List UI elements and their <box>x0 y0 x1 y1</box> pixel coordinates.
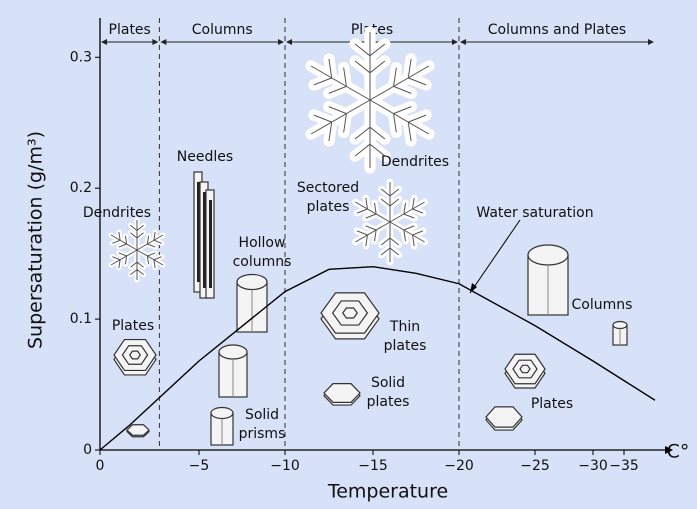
annotation: Thin <box>389 319 420 335</box>
annotation: Dendrites <box>381 154 449 170</box>
annotation: Dendrites <box>83 205 151 221</box>
y-axis-label: Supersaturation (g/m³) <box>25 131 47 349</box>
annotation: Plates <box>531 396 573 412</box>
annotation: Plates <box>112 318 154 334</box>
region-label: Columns and Plates <box>488 22 626 38</box>
chart: Temperature C° Supersaturation (g/m³) 0 −… <box>0 0 697 509</box>
crystal-icon <box>211 408 233 419</box>
annotation: Needles <box>177 149 233 165</box>
annotation: prisms <box>239 426 286 442</box>
annotation: plates <box>367 394 410 410</box>
x-tick-label: −20 <box>444 458 474 474</box>
crystal-icon <box>520 365 530 372</box>
crystal-icon <box>528 245 568 265</box>
crystal-icon <box>130 351 141 359</box>
crystal-icon <box>343 308 358 318</box>
annotation: Solid <box>245 407 279 423</box>
annotation: plates <box>384 338 427 354</box>
x-tick-label: −10 <box>270 458 300 474</box>
x-tick-label: −30 <box>578 458 608 474</box>
x-axis-label: Temperature <box>327 481 448 503</box>
crystal-icon <box>127 425 149 435</box>
crystal-icon <box>219 345 247 359</box>
annotation: columns <box>233 254 292 270</box>
x-axis-unit: C° <box>667 441 690 463</box>
annotation: plates <box>307 199 350 215</box>
x-tick-label: −25 <box>520 458 550 474</box>
annotation: Columns <box>572 297 633 313</box>
x-tick-label: −5 <box>189 458 210 474</box>
y-tick-label: 0.2 <box>70 180 92 196</box>
region-label: Columns <box>192 22 253 38</box>
series-label: Water saturation <box>476 205 593 221</box>
x-tick-label: −35 <box>609 458 639 474</box>
y-tick-label: 0 <box>83 442 92 458</box>
annotation: Hollow <box>239 235 286 251</box>
x-tick-label: −15 <box>358 458 388 474</box>
annotation: Solid <box>371 375 405 391</box>
x-tick-label: 0 <box>96 458 105 474</box>
crystal-icon <box>237 275 267 290</box>
region-label: Plates <box>109 22 151 38</box>
annotation: Sectored <box>297 180 359 196</box>
crystal-icon <box>209 200 212 288</box>
y-tick-label: 0.3 <box>70 49 92 65</box>
y-tick-label: 0.1 <box>70 311 92 327</box>
crystal-icon <box>613 322 627 329</box>
